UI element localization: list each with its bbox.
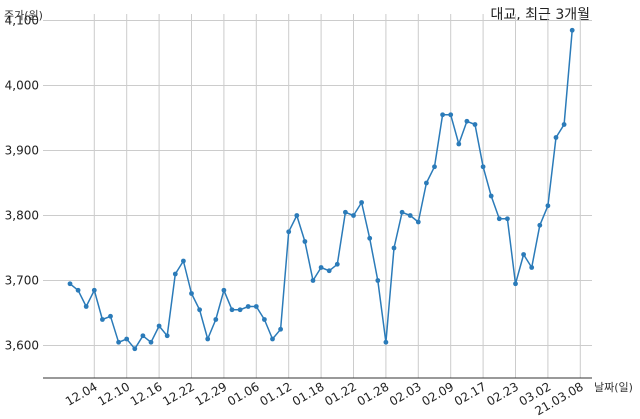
data-point [270, 336, 275, 342]
y-tick-label: 3,900 [5, 144, 39, 158]
data-point [505, 216, 510, 222]
data-point [569, 27, 575, 33]
data-point [237, 307, 243, 313]
data-point [399, 209, 405, 215]
data-point [529, 265, 535, 270]
x-tick-label: 02.03 [387, 379, 424, 408]
data-point [383, 339, 389, 345]
data-point [456, 141, 462, 147]
data-point [375, 278, 381, 283]
data-point [100, 317, 105, 322]
y-tick-label: 3,600 [5, 339, 39, 353]
y-tick-label: 3,800 [5, 209, 39, 223]
data-point [521, 252, 526, 257]
data-point [221, 287, 227, 293]
x-tick-label: 01.12 [257, 379, 294, 408]
data-point [318, 265, 324, 270]
data-point [391, 245, 397, 251]
data-point [440, 112, 445, 118]
data-point [424, 180, 429, 186]
data-point [108, 313, 113, 319]
y-tick-label: 3,700 [5, 274, 39, 288]
data-point [343, 209, 348, 215]
x-tick-label: 12.16 [128, 379, 165, 408]
data-point [124, 336, 130, 342]
data-point [83, 304, 89, 309]
data-point [488, 193, 494, 199]
data-point [545, 203, 551, 209]
data-point [496, 216, 502, 222]
data-point [326, 268, 332, 274]
data-point [464, 118, 470, 124]
data-point [407, 213, 413, 218]
x-tick-label: 12.22 [160, 379, 197, 408]
data-point [116, 339, 121, 345]
x-tick-label: 01.28 [355, 379, 392, 408]
data-point [148, 339, 154, 345]
data-point [172, 271, 178, 277]
data-point [205, 336, 211, 342]
data-point [537, 222, 543, 228]
series-layer [67, 27, 575, 352]
x-tick-label: 01.22 [322, 379, 359, 408]
data-point [164, 333, 170, 339]
x-tick-label: 12.10 [95, 379, 132, 408]
data-point [302, 239, 308, 244]
x-axis-label: 날짜(일) [594, 380, 633, 394]
data-point [213, 317, 219, 322]
data-point [432, 164, 437, 170]
data-point [229, 307, 235, 313]
data-point [310, 278, 316, 283]
x-tick-label: 02.23 [484, 379, 521, 408]
data-point [513, 281, 518, 287]
data-point [351, 213, 356, 218]
data-point [294, 213, 300, 218]
data-point [286, 229, 292, 235]
data-point [262, 317, 267, 322]
data-point [415, 219, 421, 225]
x-tick-label: 02.09 [419, 379, 456, 408]
data-point [132, 346, 138, 352]
data-point [156, 323, 162, 329]
data-point [334, 261, 340, 267]
y-axis-label: 주가(원) [4, 9, 43, 22]
data-point [67, 281, 73, 287]
data-point [480, 164, 486, 170]
x-tick-label: 12.29 [193, 379, 230, 408]
data-point [140, 333, 146, 339]
data-point [189, 291, 194, 296]
grid-layer [43, 14, 592, 378]
data-point [181, 258, 186, 264]
x-tick-label: 02.17 [452, 379, 489, 408]
data-point [553, 135, 559, 140]
data-point [278, 326, 283, 332]
data-point [253, 304, 259, 309]
data-point [197, 307, 203, 313]
x-tick-label: 01.06 [225, 379, 262, 408]
x-tick-label: 01.18 [290, 379, 327, 408]
data-point [448, 112, 454, 118]
data-point [472, 122, 478, 127]
data-point [91, 287, 97, 293]
data-point [561, 122, 567, 127]
data-point [359, 200, 364, 205]
data-point [75, 287, 81, 293]
y-tick-label: 4,100 [5, 14, 39, 28]
y-tick-label: 4,000 [5, 79, 39, 93]
data-point [245, 304, 251, 309]
data-point [367, 235, 373, 241]
x-tick-label: 12.04 [63, 379, 100, 408]
